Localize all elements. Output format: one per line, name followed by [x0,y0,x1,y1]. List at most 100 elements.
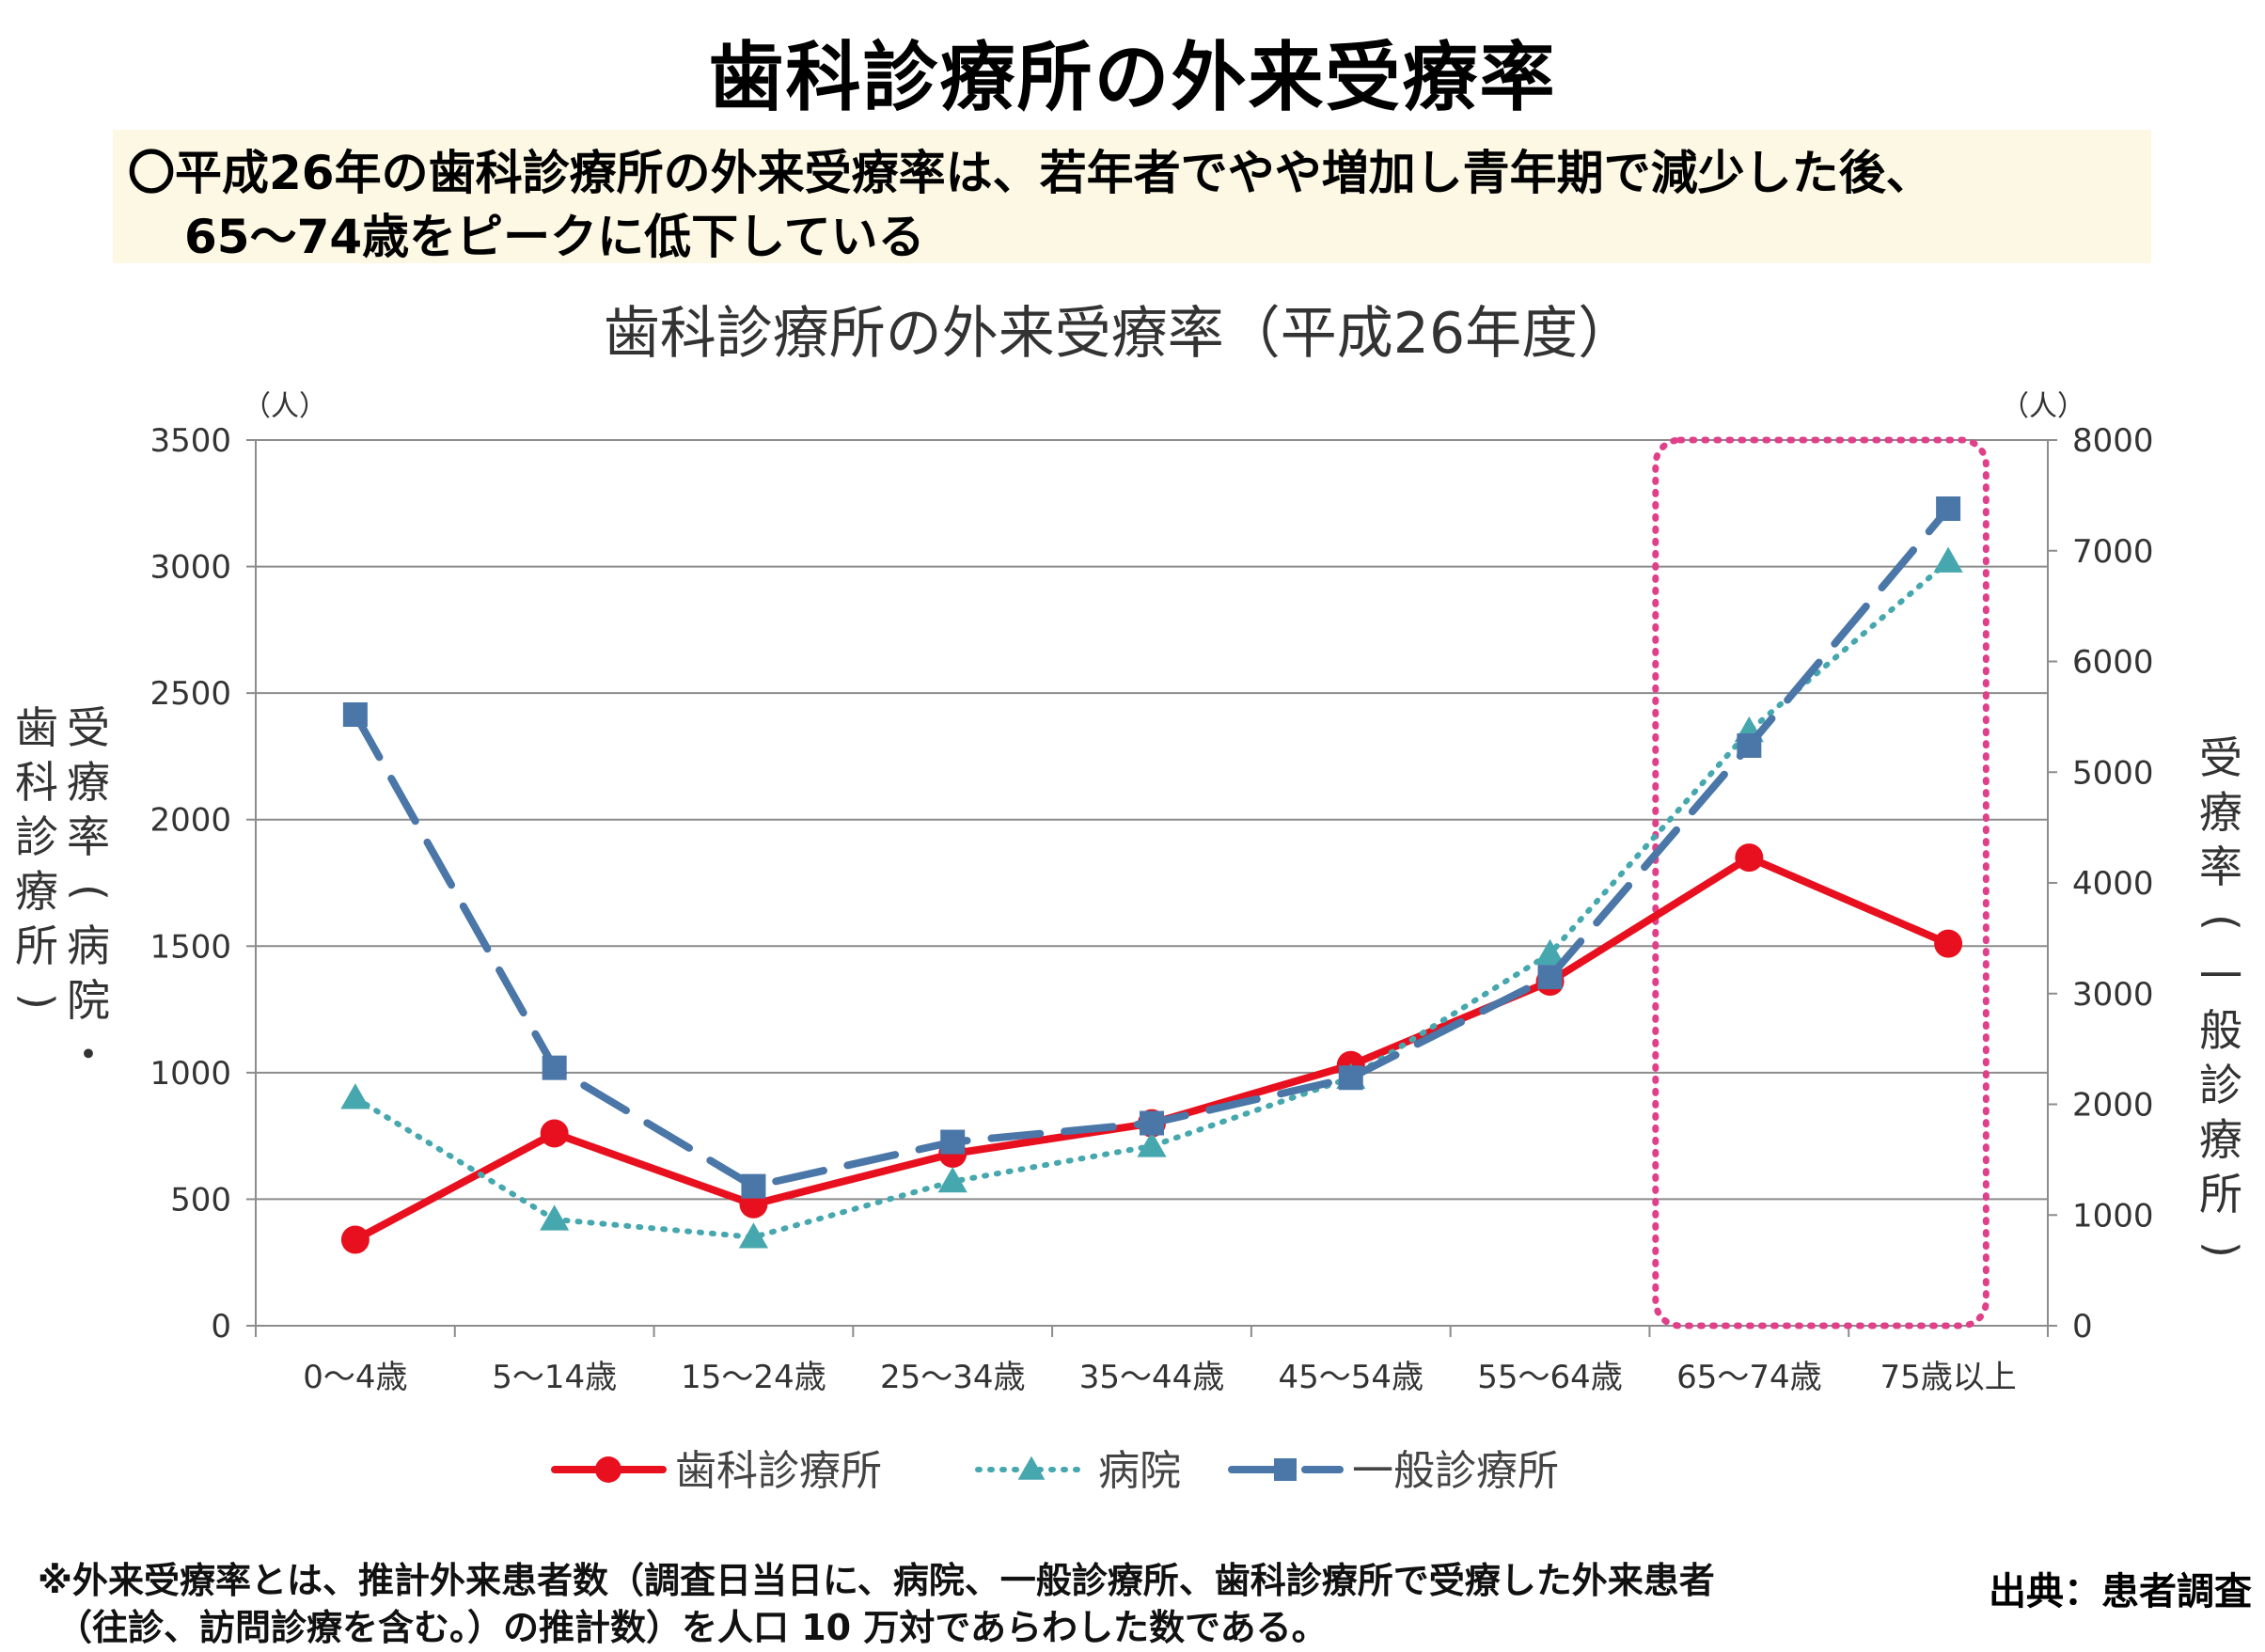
left-tick-label: 500 [170,1181,231,1219]
slide-title: 歯科診療所の外来受療率 [708,34,1557,121]
axis-label-glyph: ) [2196,1241,2247,1258]
axis-label-glyph: 一 [2199,951,2242,1001]
data-point [741,1173,766,1199]
series-square [342,496,1961,1199]
left-tick-label: 2500 [149,675,231,713]
series-layer [340,496,1963,1254]
left-tick-label: 3500 [149,422,231,460]
x-tick-label: 35〜44歳 [1079,1359,1225,1396]
data-point [595,1456,621,1483]
footnote-line-1: ※外来受療率とは、推計外来患者数（調査日当日に、病院、一般診療所、歯科診療所で受… [38,1560,1715,1601]
axis-label-glyph: 科 [15,757,58,808]
data-point [540,1204,570,1231]
axis-label-glyph: ( [2196,914,2247,931]
data-point [1737,732,1762,758]
highlight-box [1652,436,1990,1329]
right-tick-label: 0 [2072,1308,2093,1345]
data-point [1933,546,1963,573]
source-label: 出典：患者調査 [1989,1570,2252,1613]
left-tick-label: 2000 [149,802,231,840]
data-point [1537,965,1563,990]
data-point [738,1222,769,1249]
data-point [1338,1065,1363,1091]
footnote-line-2: （往診、訪問診療を含む。）の推計数）を人口 10 万対であらわした数である。 [56,1607,1328,1648]
data-point [342,702,368,728]
axis-label-glyph: 診 [15,811,58,862]
legend: 歯科診療所 病院 一般診療所 [551,1447,1559,1495]
series-circle [340,843,1963,1254]
axis-label-glyph: 歯 [15,702,58,753]
axis-label-glyph: 療 [2199,1114,2242,1165]
x-tick-label: 0〜4歳 [303,1359,407,1396]
x-tick-label: 15〜24歳 [681,1359,826,1396]
data-point [1735,843,1764,873]
legend-label: 一般診療所 [1352,1447,1559,1495]
axis-label-glyph: 率 [2199,842,2242,892]
axis-label-glyph: 療 [67,757,110,808]
data-point [340,1225,370,1254]
data-point [937,1166,967,1193]
data-point [1017,1455,1046,1480]
x-tick-label: 65〜74歳 [1676,1359,1822,1396]
legend-label: 病院 [1098,1447,1181,1495]
axis-label-glyph: 療 [15,866,58,917]
right-axis-label: 受療率(一般診療所) [2196,732,2247,1258]
axis-label-glyph: ) [12,993,63,1010]
right-tick-label: 1000 [2072,1197,2154,1235]
axis-label-glyph: 般 [2199,1005,2242,1056]
legend-item: 病院 [975,1447,1181,1495]
series-line [351,505,1953,1190]
x-tick-label: 75歳以上 [1880,1359,2016,1396]
right-tick-label: 4000 [2072,865,2154,903]
data-point [1936,496,1961,522]
summary-box: 〇平成26年の歯科診療所の外来受療率は、若年者でやや増加し青年期で減少した後、 … [113,130,2151,264]
axis-label-glyph: 受 [67,702,110,753]
axis-label-glyph: 院 [67,975,110,1026]
right-axis-ticks: 0 1000 2000 3000 4000 5000 6000 7000 8000 [2072,422,2154,1345]
right-tick-label: 2000 [2072,1087,2154,1125]
axis-label-glyph: 所 [2199,1169,2242,1219]
right-tick-label: 6000 [2072,644,2154,682]
axis-label-glyph: 療 [2199,787,2242,838]
legend-item: 一般診療所 [1228,1447,1559,1495]
x-axis-ticks: 0〜4歳 5〜14歳 15〜24歳 25〜34歳 35〜44歳 45〜54歳 55〜64歳 6… [303,1359,2016,1396]
axis-label-glyph: 所 [15,920,58,971]
data-point [1534,938,1565,966]
data-point [940,1129,966,1155]
summary-line-2: 65〜74歳をピークに低下している [184,210,925,264]
x-tick-label: 25〜34歳 [880,1359,1026,1396]
data-point [1934,929,1963,958]
left-tick-label: 0 [211,1308,231,1345]
data-point [340,1083,370,1109]
legend-label: 歯科診療所 [675,1447,882,1495]
gridlines [246,439,2057,1337]
summary-line-1: 〇平成26年の歯科診療所の外来受療率は、若年者でやや増加し青年期で減少した後、 [128,146,1933,200]
axis-label-glyph: 病 [67,920,110,971]
legend-item: 歯科診療所 [551,1447,882,1495]
x-tick-label: 55〜64歳 [1477,1359,1623,1396]
left-tick-label: 1500 [149,928,231,966]
right-tick-label: 7000 [2072,533,2154,571]
series-line [351,854,1953,1244]
left-axis-unit: （人） [243,390,327,423]
right-tick-label: 3000 [2072,976,2154,1014]
data-point [540,1119,569,1148]
left-tick-label: 3000 [149,549,231,587]
right-tick-label: 5000 [2072,754,2154,792]
chart-title: 歯科診療所の外来受療率（平成26年度） [604,301,1634,367]
data-point [1140,1110,1164,1136]
data-point [1137,1131,1167,1157]
right-axis-unit: （人） [2001,390,2085,423]
data-point [542,1055,567,1080]
x-tick-label: 45〜54歳 [1279,1359,1424,1396]
left-axis-ticks: 0 500 1000 1500 2000 2500 3000 3500 [149,422,231,1345]
left-tick-label: 1000 [149,1055,231,1093]
axis-label-glyph: ( [64,884,115,901]
data-point [1274,1458,1297,1481]
axis-label-glyph: 診 [2199,1060,2242,1110]
axis-label-glyph: 受 [2199,732,2242,783]
right-tick-label: 8000 [2072,422,2154,460]
axis-label-glyph: 率 [67,811,110,862]
x-tick-label: 5〜14歳 [492,1359,617,1396]
